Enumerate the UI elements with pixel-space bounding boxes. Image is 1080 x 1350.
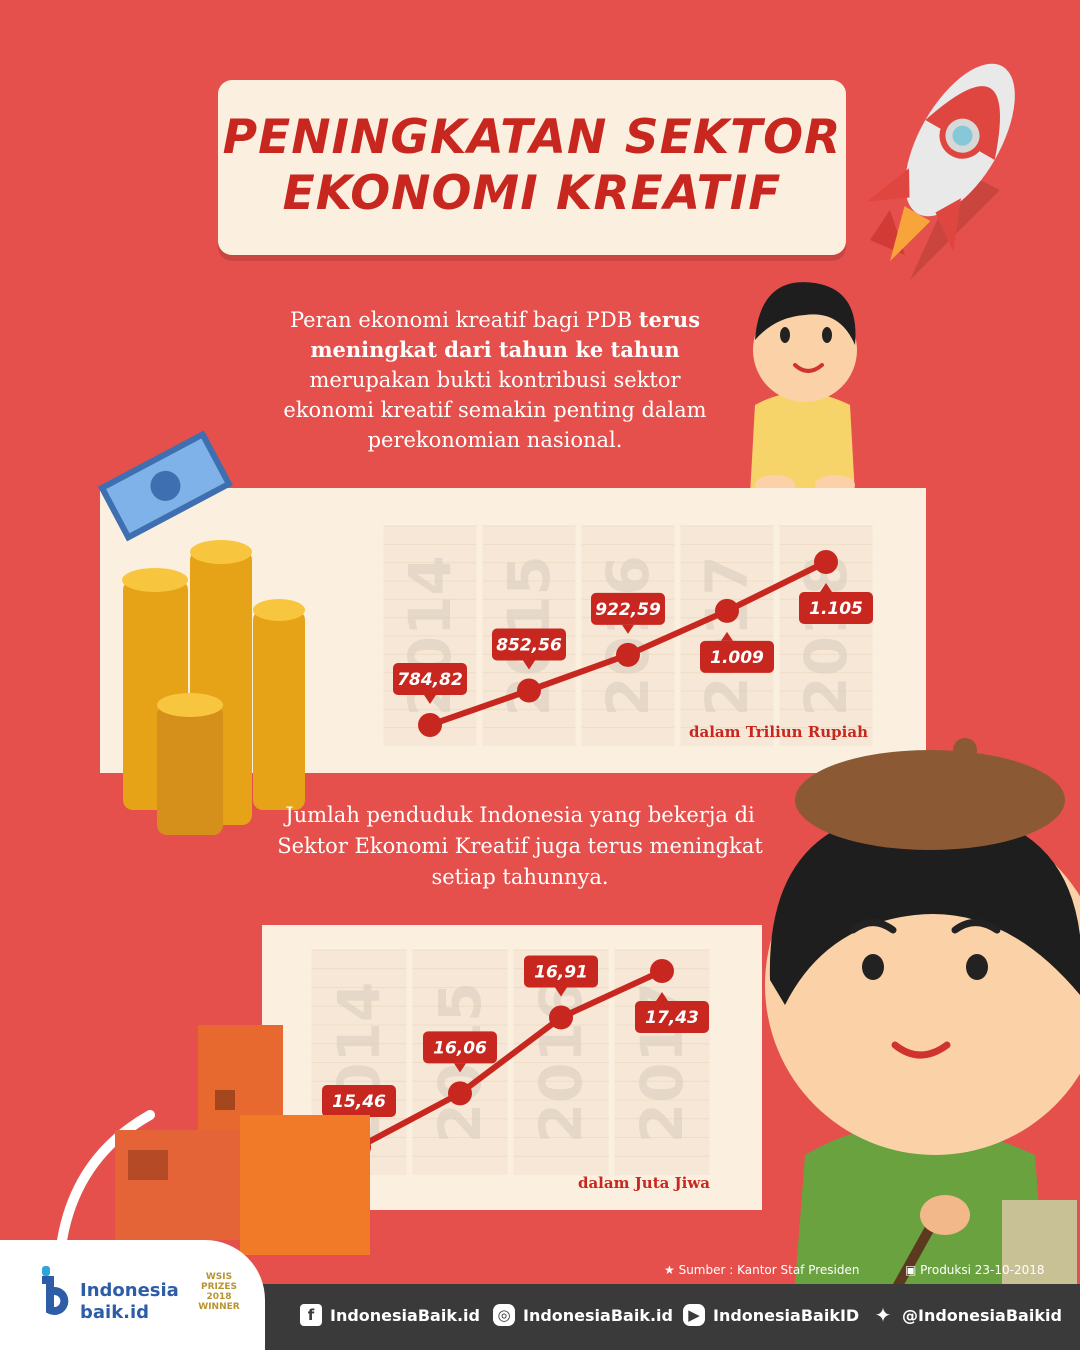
social-instagram[interactable]: ◎ IndonesiaBaik.id bbox=[493, 1304, 673, 1326]
data-label-box-2016 bbox=[591, 592, 665, 625]
data-label-pointer-2017 bbox=[656, 992, 668, 1001]
logo-line-1: Indonesia bbox=[80, 1280, 179, 1301]
unit-label: dalam Triliun Rupiah bbox=[689, 723, 868, 741]
source-text: Sumber : Kantor Staf Presiden bbox=[678, 1263, 860, 1277]
data-label-2017: 1.009 bbox=[710, 648, 764, 668]
instagram-icon: ◎ bbox=[493, 1304, 515, 1326]
data-label-box-2018 bbox=[799, 592, 873, 624]
data-point-2015 bbox=[448, 1081, 472, 1106]
employment-text: Jumlah penduduk Indonesia yang bekerja d… bbox=[277, 803, 763, 889]
data-label-2018: 1.105 bbox=[809, 599, 863, 619]
data-point-2014 bbox=[418, 713, 442, 737]
data-label-box-2015 bbox=[492, 628, 566, 661]
boxes-illustration bbox=[55, 1025, 370, 1260]
data-label-2017: 17,43 bbox=[645, 1008, 699, 1028]
data-label-pointer-2016 bbox=[555, 987, 567, 997]
data-label-pointer-2017 bbox=[721, 631, 733, 641]
data-label-box-2016 bbox=[524, 955, 598, 988]
data-label-box-2014 bbox=[322, 1085, 396, 1117]
data-label-2016: 922,59 bbox=[595, 600, 661, 620]
data-label-2015: 16,06 bbox=[433, 1038, 487, 1058]
social-twitter[interactable]: ✦ @IndonesiaBaikid bbox=[872, 1303, 1062, 1327]
data-point-2017 bbox=[715, 598, 739, 623]
data-label-pointer-2015 bbox=[523, 660, 535, 670]
intro-text-part2: merupakan bukti kontribusi sektor ekonom… bbox=[283, 368, 707, 452]
footer-logo-area bbox=[0, 1240, 265, 1350]
youtube-icon: ▶ bbox=[683, 1304, 705, 1326]
data-label-pointer-2014 bbox=[424, 695, 436, 704]
data-point-2018 bbox=[814, 550, 838, 574]
data-label-box-2017 bbox=[635, 1001, 709, 1033]
logo-text[interactable]: Indonesia baik.id bbox=[80, 1280, 179, 1324]
unit-label: dalam Juta Jiwa bbox=[578, 1174, 710, 1192]
year-label-2018: 2018 bbox=[792, 555, 860, 716]
data-label-2016: 16,91 bbox=[534, 962, 588, 982]
data-point-2016 bbox=[549, 1005, 573, 1030]
social-facebook[interactable]: f IndonesiaBaik.id bbox=[300, 1304, 480, 1326]
award-line-3: 2018 bbox=[206, 1292, 232, 1302]
intro-text-bold: terus meningkat dari tahun ke tahun bbox=[310, 307, 701, 362]
youtube-handle: IndonesiaBaikID bbox=[713, 1305, 860, 1325]
data-label-box-2014 bbox=[393, 663, 467, 695]
painter-boy-illustration bbox=[765, 738, 1080, 1285]
twitter-icon: ✦ bbox=[874, 1303, 892, 1327]
logo-line-2: baik.id bbox=[80, 1302, 150, 1323]
chart1-svg: 20142015201620172018784,82852,56922,591.… bbox=[383, 525, 873, 746]
wsis-award-badge: WSIS PRIZES 2018 WINNER bbox=[190, 1272, 248, 1312]
facebook-handle: IndonesiaBaik.id bbox=[330, 1305, 480, 1325]
data-label-2015: 852,56 bbox=[496, 636, 562, 656]
title-line-1: PENINGKATAN SEKTOR bbox=[222, 110, 842, 165]
instagram-handle: IndonesiaBaik.id bbox=[523, 1305, 673, 1325]
facebook-icon: f bbox=[300, 1304, 322, 1326]
data-label-pointer-2016 bbox=[622, 624, 634, 634]
title-line-2: EKONOMI KREATIF bbox=[282, 166, 782, 221]
production-text: Produksi 23-10-2018 bbox=[920, 1263, 1045, 1277]
data-point-2017 bbox=[650, 959, 674, 983]
calendar-check-icon: ▣ bbox=[905, 1263, 921, 1277]
award-line-2: PRIZES bbox=[200, 1282, 238, 1292]
award-line-4: WINNER bbox=[198, 1302, 240, 1312]
data-label-2014: 15,46 bbox=[332, 1092, 386, 1112]
data-label-pointer-2018 bbox=[820, 583, 832, 592]
award-line-1: WSIS bbox=[205, 1272, 233, 1282]
money-bill-icon bbox=[97, 430, 233, 542]
intro-text-part1: Peran ekonomi kreatif bagi PDB bbox=[289, 308, 639, 332]
star-icon: ★ bbox=[664, 1263, 679, 1277]
title-box: PENINGKATAN SEKTOR EKONOMI KREATIF bbox=[218, 80, 846, 255]
series-line bbox=[357, 968, 664, 1150]
indonesiabaik-logo-icon bbox=[42, 1266, 69, 1315]
year-label-2016: 2016 bbox=[594, 555, 662, 716]
data-point-2015 bbox=[517, 678, 541, 703]
data-point-2016 bbox=[616, 642, 640, 667]
data-label-2014: 784,82 bbox=[397, 670, 463, 690]
data-label-box-2015 bbox=[423, 1031, 497, 1064]
data-label-box-2017 bbox=[700, 640, 774, 673]
coin-stack-icon bbox=[122, 540, 305, 835]
production-credit: ▣ Produksi 23-10-2018 bbox=[905, 1263, 1045, 1277]
twitter-handle: @IndonesiaBaikid bbox=[902, 1305, 1062, 1325]
boy-character-illustration bbox=[750, 282, 857, 495]
source-credit: ★ Sumber : Kantor Staf Presiden bbox=[664, 1263, 860, 1277]
data-label-pointer-2015 bbox=[454, 1063, 466, 1073]
social-youtube[interactable]: ▶ IndonesiaBaikID bbox=[683, 1304, 859, 1326]
intro-text: Peran ekonomi kreatif bagi PDB terus men… bbox=[270, 305, 720, 455]
rocket-icon bbox=[866, 63, 1015, 280]
